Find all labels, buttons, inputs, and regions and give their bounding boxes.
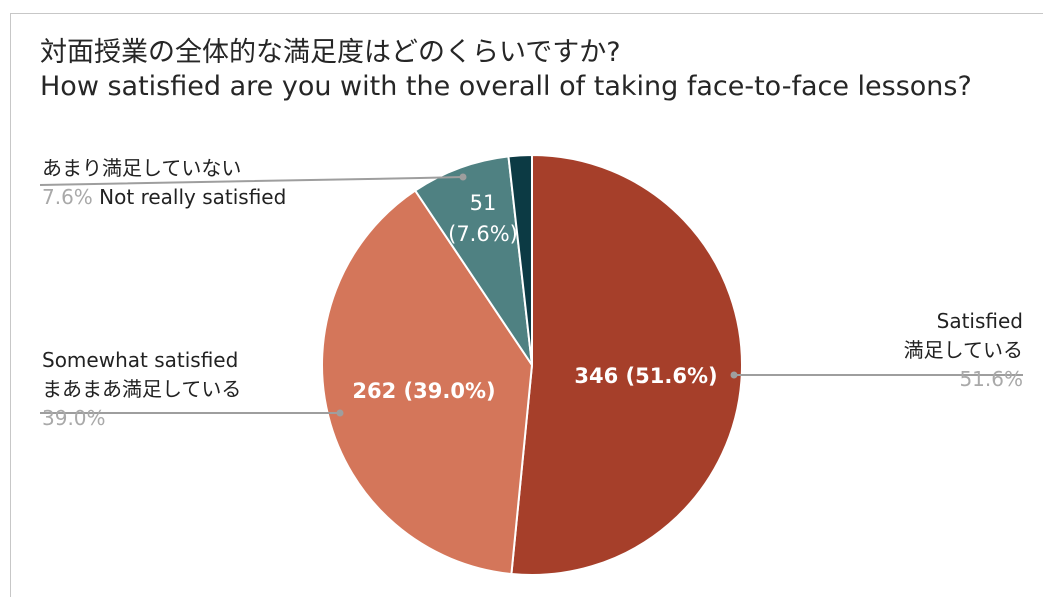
chart-title-en: How satisfied are you with the overall o…: [40, 71, 972, 102]
pie-slice-somewhat: [321, 189, 534, 576]
legend-satisfied-ja: 満足している: [903, 338, 1023, 362]
legend-notreally-pct: 7.6%: [42, 185, 93, 209]
leader-dot-satisfied: [730, 371, 738, 379]
slice-label-notreally-pct: (7.6%): [448, 222, 518, 246]
leader-line-notreally: [39, 176, 464, 186]
chart-title-ja: 対面授業の全体的な満足度はどのくらいですか?: [40, 37, 621, 68]
legend-notreally-ja: あまり満足していない: [42, 156, 242, 180]
chart-title: 対面授業の全体的な満足度はどのくらいですか? How satisfied are…: [40, 36, 1030, 104]
pie-slice-other: [507, 153, 533, 366]
leader-dot-notreally: [459, 173, 467, 181]
legend-satisfied-en: Satisfied: [936, 309, 1023, 333]
frame-border-top: [10, 13, 1043, 14]
legend-somewhat-ja: まあまあ満足している: [42, 377, 242, 401]
legend-somewhat: Somewhat satisfied まあまあ満足している 39.0%: [42, 346, 241, 433]
slice-label-somewhat: 262 (39.0%): [352, 379, 495, 403]
frame-border-left: [10, 13, 11, 597]
legend-satisfied-pct: 51.6%: [959, 367, 1023, 391]
slice-label-notreally-count: 51: [470, 191, 497, 215]
legend-somewhat-en: Somewhat satisfied: [42, 348, 239, 372]
legend-notreally: あまり満足していない 7.6% Not really satisfied: [42, 154, 286, 212]
leader-dot-somewhat: [336, 409, 344, 417]
legend-notreally-en: Not really satisfied: [99, 185, 287, 209]
slice-label-satisfied: 346 (51.6%): [574, 364, 717, 388]
legend-notreally-row: 7.6% Not really satisfied: [42, 183, 286, 212]
legend-satisfied: Satisfied 満足している 51.6%: [820, 307, 1023, 394]
legend-somewhat-pct: 39.0%: [42, 406, 106, 430]
pie-slice-notreally: [413, 155, 533, 366]
